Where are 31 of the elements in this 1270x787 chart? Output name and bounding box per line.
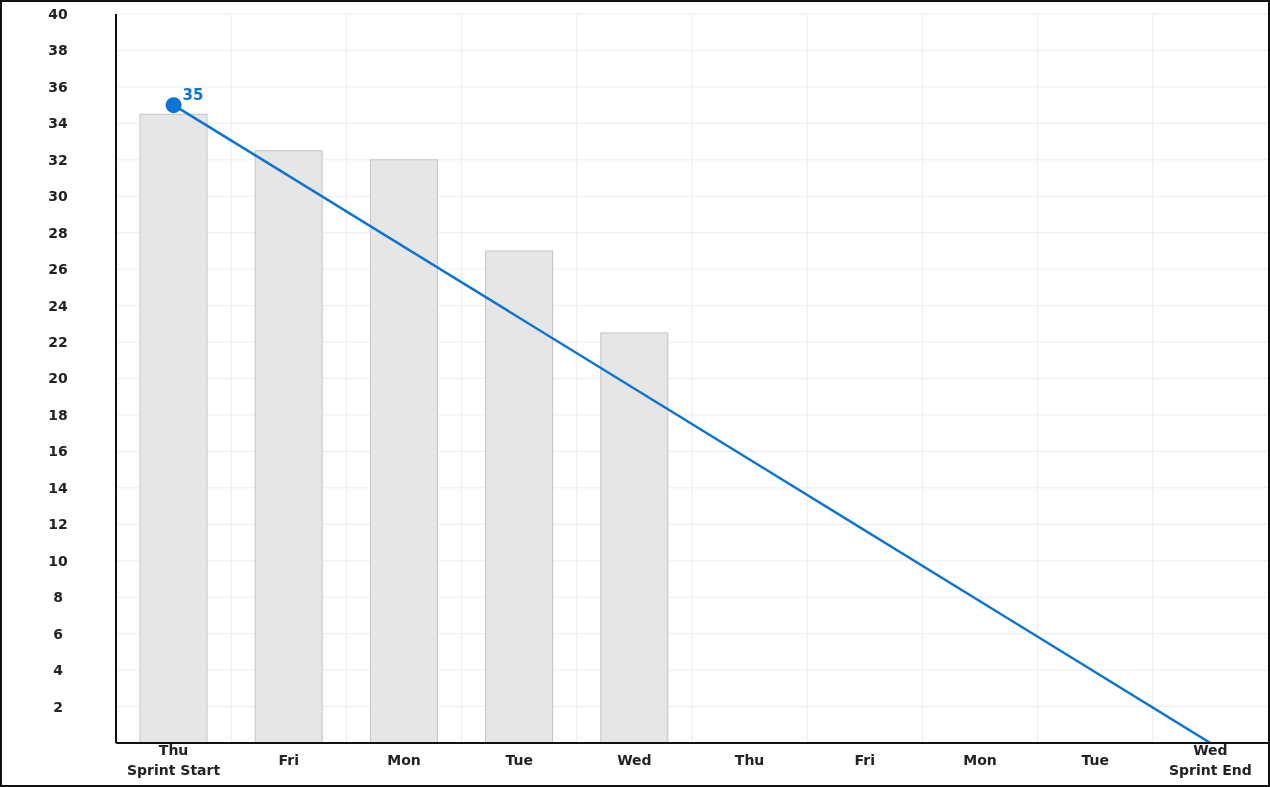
x-tick-label: Tue [505,752,533,768]
data-label: 35 [182,86,204,105]
y-tick-label: 30 [48,188,68,205]
y-tick-label: 18 [48,406,68,423]
y-tick-label: 32 [48,151,68,168]
x-tick-label: Thu [734,752,765,768]
y-tick-label: 2 [53,698,63,715]
y-tick-label: 4 [53,662,64,679]
y-tick-label: 12 [48,516,68,533]
x-tick-label: Tue [1081,752,1109,768]
y-tick-label: 16 [48,443,68,460]
y-tick-label: 6 [53,625,63,642]
x-tick-label: Wed [617,752,652,768]
x-tick-label: Mon [387,752,421,768]
y-tick-label: 26 [48,261,68,278]
x-tick-label: Wed Sprint End [1168,742,1252,778]
x-tick-label: Fri [854,752,875,768]
y-tick-label: 34 [48,115,68,132]
y-tick-label: 22 [48,334,68,351]
x-tick-label: Mon [963,752,997,768]
y-tick-label: 24 [48,297,68,314]
y-tick-label: 10 [48,552,68,569]
x-tick-label: Fri [278,752,299,768]
y-tick-label: 8 [53,589,63,606]
y-tick-label: 20 [48,370,68,387]
y-tick-label: 38 [48,42,68,59]
y-tick-label: 36 [48,78,68,95]
y-tick-label: 40 [48,5,68,22]
y-tick-label: 14 [48,479,68,496]
x-tick-label: Thu Sprint Start [127,742,221,778]
y-tick-label: 28 [48,224,68,241]
